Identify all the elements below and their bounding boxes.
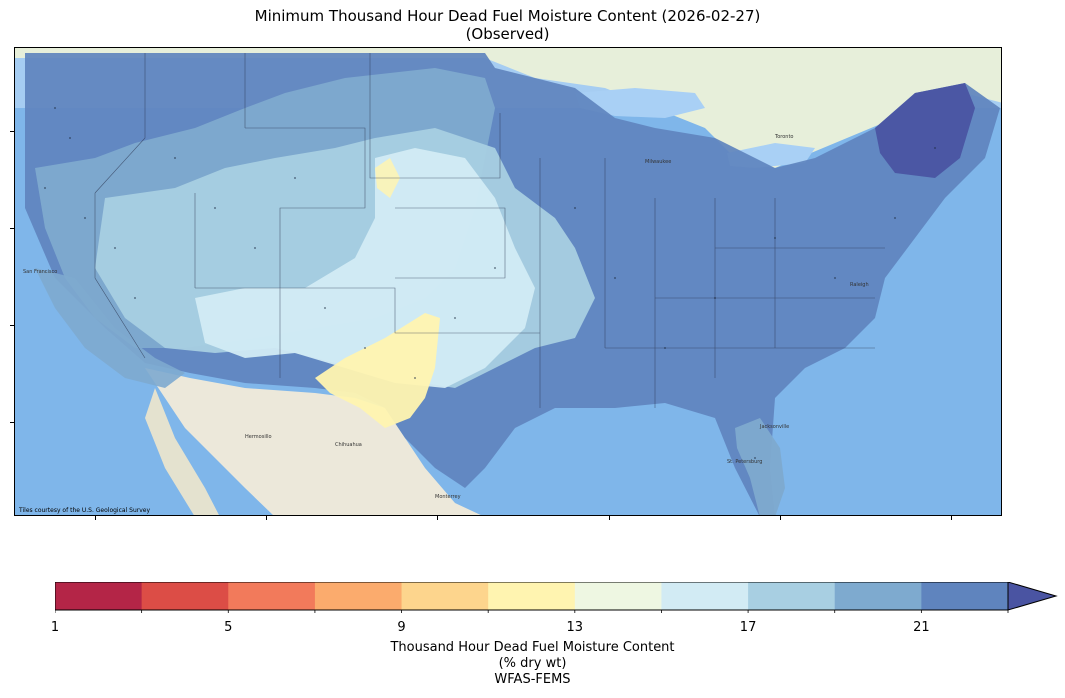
colorbar-cell xyxy=(228,582,316,610)
colorbar-cell xyxy=(748,582,836,610)
colorbar-cell xyxy=(55,582,143,610)
x-axis-tick xyxy=(437,516,438,520)
fuel-19-florida xyxy=(735,418,785,515)
title-line-1: Minimum Thousand Hour Dead Fuel Moisture… xyxy=(254,7,761,25)
lake-superior xyxy=(575,88,705,118)
x-axis-tick xyxy=(266,516,267,520)
colorbar-cell xyxy=(141,582,229,610)
baja-california xyxy=(145,388,219,515)
tile-attribution: Tiles courtesy of the U.S. Geological Su… xyxy=(19,507,151,514)
mexico-land xyxy=(145,368,481,515)
colorbar-label: Thousand Hour Dead Fuel Moisture Content… xyxy=(0,640,1065,688)
map-panel[interactable]: San Francisco Hermosillo Chihuahua Monte… xyxy=(14,47,1002,516)
y-axis-tick xyxy=(10,131,14,132)
map-canvas: San Francisco Hermosillo Chihuahua Monte… xyxy=(15,48,1001,515)
x-axis-tick xyxy=(609,516,610,520)
colorbar-extend-arrow xyxy=(1007,582,1058,611)
colorbar-cell xyxy=(921,582,1009,610)
city-label: Raleigh xyxy=(850,282,869,288)
city-label: Toronto xyxy=(774,134,793,140)
y-axis-tick xyxy=(10,325,14,326)
colorbar-cell xyxy=(661,582,749,610)
city-label: Milwaukee xyxy=(645,159,671,165)
colorbar-cell xyxy=(834,582,922,610)
colorbar-tick-label: 13 xyxy=(566,620,584,635)
fuel-23-region xyxy=(875,83,975,178)
city-labels: San Francisco Hermosillo Chihuahua Monte… xyxy=(23,134,869,500)
x-axis-tick xyxy=(951,516,952,520)
colorbar-tick-label: 21 xyxy=(913,620,930,635)
city-label: San Francisco xyxy=(23,269,57,275)
colorbar-cell xyxy=(574,582,662,610)
fuel-11-region xyxy=(315,313,440,428)
station-markers xyxy=(44,107,936,459)
x-axis-tick xyxy=(95,516,96,520)
colorbar-cell xyxy=(314,582,403,610)
colorbar-tick-label: 17 xyxy=(739,620,757,635)
fuel-19-socal xyxy=(35,268,185,388)
city-label: Monterrey xyxy=(435,494,461,500)
map-title: Minimum Thousand Hour Dead Fuel Moisture… xyxy=(0,7,1015,43)
city-label: Chihuahua xyxy=(335,442,362,448)
colorbar-label-line-3: WFAS-FEMS xyxy=(494,672,571,687)
city-label: Jacksonville xyxy=(759,424,789,430)
colorbar-tick-label: 9 xyxy=(397,620,406,635)
city-label: St. Petersburg xyxy=(727,459,762,465)
canada-land xyxy=(15,48,1001,168)
title-line-2: (Observed) xyxy=(465,25,550,43)
colorbar-label-line-2: (% dry wt) xyxy=(498,656,567,671)
city-label: Hermosillo xyxy=(245,434,272,440)
colorbar-cell xyxy=(401,582,489,610)
colorbar-frame xyxy=(55,582,1009,611)
y-axis-tick xyxy=(10,422,14,423)
y-axis-tick xyxy=(10,228,14,229)
colorbar-cell xyxy=(488,582,576,610)
colorbar xyxy=(55,582,1058,613)
colorbar-label-line-1: Thousand Hour Dead Fuel Moisture Content xyxy=(390,640,675,655)
colorbar-tick-label: 5 xyxy=(224,620,233,635)
state-boundaries xyxy=(94,53,885,408)
colorbar-tick-label: 1 xyxy=(50,620,60,635)
x-axis-tick xyxy=(780,516,781,520)
